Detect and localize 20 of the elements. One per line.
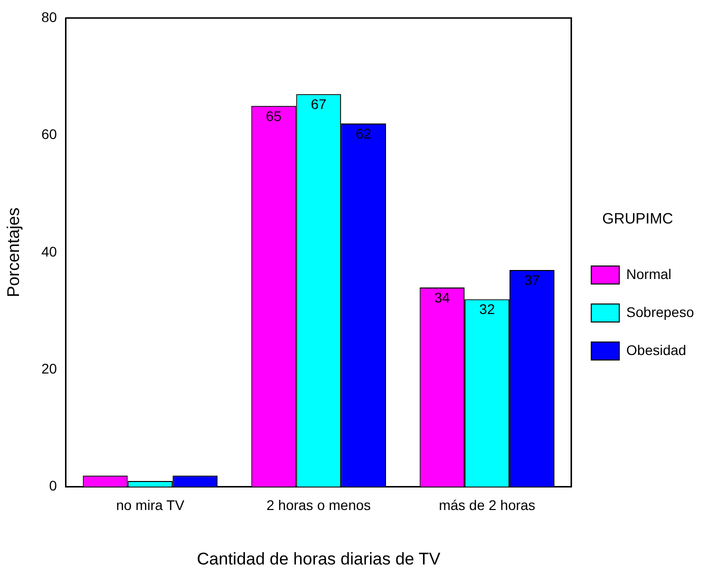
y-tick-label: 60	[41, 126, 58, 142]
y-tick-label: 80	[41, 8, 58, 25]
data-label: 34	[434, 289, 450, 306]
legend-title: GRUPIMC	[602, 210, 674, 228]
y-tick-label: 40	[41, 243, 58, 260]
y-axis-title: Porcentajes	[4, 208, 23, 298]
legend-label: Normal	[626, 266, 672, 282]
data-label: 65	[266, 108, 282, 124]
legend-label: Obesidad	[626, 342, 686, 358]
x-tick-label: no mira TV	[116, 497, 185, 514]
data-label: 62	[356, 125, 372, 142]
x-tick-label: más de 2 horas	[438, 497, 536, 514]
x-tick-label: 2 horas o menos	[266, 497, 371, 514]
data-label: 37	[524, 272, 540, 288]
data-label: 32	[479, 301, 496, 318]
y-tick-label: 0	[49, 478, 58, 494]
data-label: 67	[310, 96, 327, 112]
x-axis-title: Cantidad de horas diarias de TV	[196, 549, 442, 568]
y-tick-label: 20	[41, 360, 58, 376]
legend-label: Sobrepeso	[626, 304, 694, 320]
